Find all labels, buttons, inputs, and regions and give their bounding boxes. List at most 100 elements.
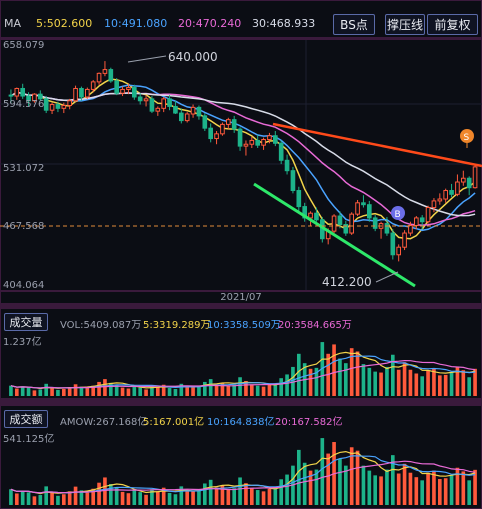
candle-body — [32, 93, 37, 102]
resistance-trendline — [272, 122, 482, 168]
amount-bar — [56, 495, 60, 505]
amount-ma20-line — [10, 460, 476, 494]
amount-bar — [67, 491, 72, 505]
volume-bar — [144, 389, 148, 396]
amount-bar — [26, 492, 31, 505]
amount-bar — [44, 486, 49, 505]
amount-bar — [285, 474, 289, 505]
volume-bar — [232, 384, 237, 396]
candle-body — [413, 217, 419, 226]
volume-bar — [385, 366, 389, 396]
forward-adjust-button[interactable]: 前复权 — [427, 14, 478, 35]
amount-bar — [14, 493, 19, 505]
candle-body — [231, 119, 237, 130]
amount-ma5-line — [10, 450, 476, 495]
amount-bar — [73, 486, 78, 505]
volume-bar — [473, 368, 477, 396]
volume-bar — [50, 388, 54, 396]
ma-label: MA — [4, 17, 22, 30]
volume-bar — [244, 380, 248, 396]
volume-ma20-line — [10, 359, 476, 389]
volume-bar — [238, 377, 242, 396]
candle-body — [425, 207, 431, 223]
amount-bar — [467, 480, 472, 505]
price-grid — [0, 40, 482, 290]
divider — [0, 398, 482, 406]
amount-bar — [302, 462, 307, 505]
volume-bar — [103, 379, 107, 396]
volume-chart[interactable]: 1.237亿 — [0, 334, 482, 398]
candle-body — [8, 94, 14, 97]
amount-bar — [408, 472, 413, 505]
candle-body — [161, 98, 167, 109]
amount-chart[interactable]: 541.125亿 — [0, 430, 482, 507]
candle-body — [284, 159, 290, 172]
candle-body — [331, 215, 337, 232]
price-label-3: 531.072 — [3, 163, 44, 174]
candle-body — [173, 105, 178, 114]
amount-bar — [9, 489, 13, 505]
candle-body — [237, 128, 243, 147]
amount-bar — [273, 486, 278, 505]
amount-bar — [455, 467, 460, 505]
amount-bar — [385, 469, 389, 505]
volume-bar — [108, 382, 113, 396]
amount-bar — [167, 492, 172, 505]
amount-bar — [449, 475, 454, 505]
candle-body — [302, 206, 308, 219]
candle-body — [20, 87, 26, 97]
amount-bar — [79, 490, 84, 505]
sell-marker[interactable]: S — [460, 129, 474, 148]
volume-bar — [402, 362, 407, 396]
amount-bar — [20, 490, 25, 505]
amount-bar — [255, 490, 260, 505]
volume-bar — [443, 374, 448, 396]
ma10-value: 10:491.080 — [104, 17, 168, 30]
divider — [0, 290, 482, 292]
amow-ma10-value: 10:164.838亿 — [207, 417, 275, 428]
volume-bar — [132, 386, 137, 396]
amount-bar — [226, 489, 231, 505]
candle-body — [249, 139, 255, 145]
candle-body — [143, 98, 149, 102]
candle-body — [349, 213, 355, 234]
volume-bar — [308, 368, 313, 396]
bs-points-button[interactable]: BS点 — [333, 14, 375, 35]
price-label-4: 467.568 — [3, 221, 44, 232]
candle-body — [137, 96, 143, 102]
candle-body — [90, 81, 96, 90]
volume-bar — [291, 366, 295, 396]
volume-bar — [191, 387, 195, 396]
candle-body — [26, 95, 31, 102]
volume-bar — [390, 354, 395, 396]
date-axis: 2021/07 — [0, 292, 482, 303]
volume-bar — [167, 388, 172, 396]
ma5-value: 5:502.600 — [36, 17, 93, 30]
volume-bar — [338, 358, 342, 396]
low-leader-line — [375, 271, 399, 283]
volume-bar — [255, 385, 260, 396]
volume-indicator-button[interactable]: 成交量 — [4, 313, 48, 331]
candle-body — [372, 217, 378, 229]
volume-bar — [273, 383, 278, 396]
amount-bar — [402, 463, 407, 505]
volume-bar — [379, 372, 383, 396]
amount-bar — [97, 482, 101, 505]
candlestick-chart[interactable]: 640.000 412.200 B S 658.079 594.576 531.… — [0, 40, 482, 290]
amount-bar — [197, 490, 201, 505]
candle-body — [443, 190, 449, 200]
candle-body — [366, 204, 372, 219]
support-resistance-button[interactable]: 撑压线 — [385, 14, 425, 35]
amount-indicator-button[interactable]: 成交额 — [4, 410, 48, 428]
candle-body — [431, 200, 437, 209]
buy-marker-label: B — [395, 210, 401, 220]
candle-body — [79, 87, 84, 98]
buy-marker[interactable]: B — [391, 206, 405, 220]
candle-body — [466, 177, 472, 189]
ma30-line — [10, 91, 476, 217]
amount-bar — [279, 479, 284, 505]
volume-bar — [97, 381, 101, 396]
volume-bar — [85, 388, 90, 396]
amow-ma5-value: 5:167.001亿 — [143, 417, 205, 428]
amount-bar — [443, 478, 448, 505]
